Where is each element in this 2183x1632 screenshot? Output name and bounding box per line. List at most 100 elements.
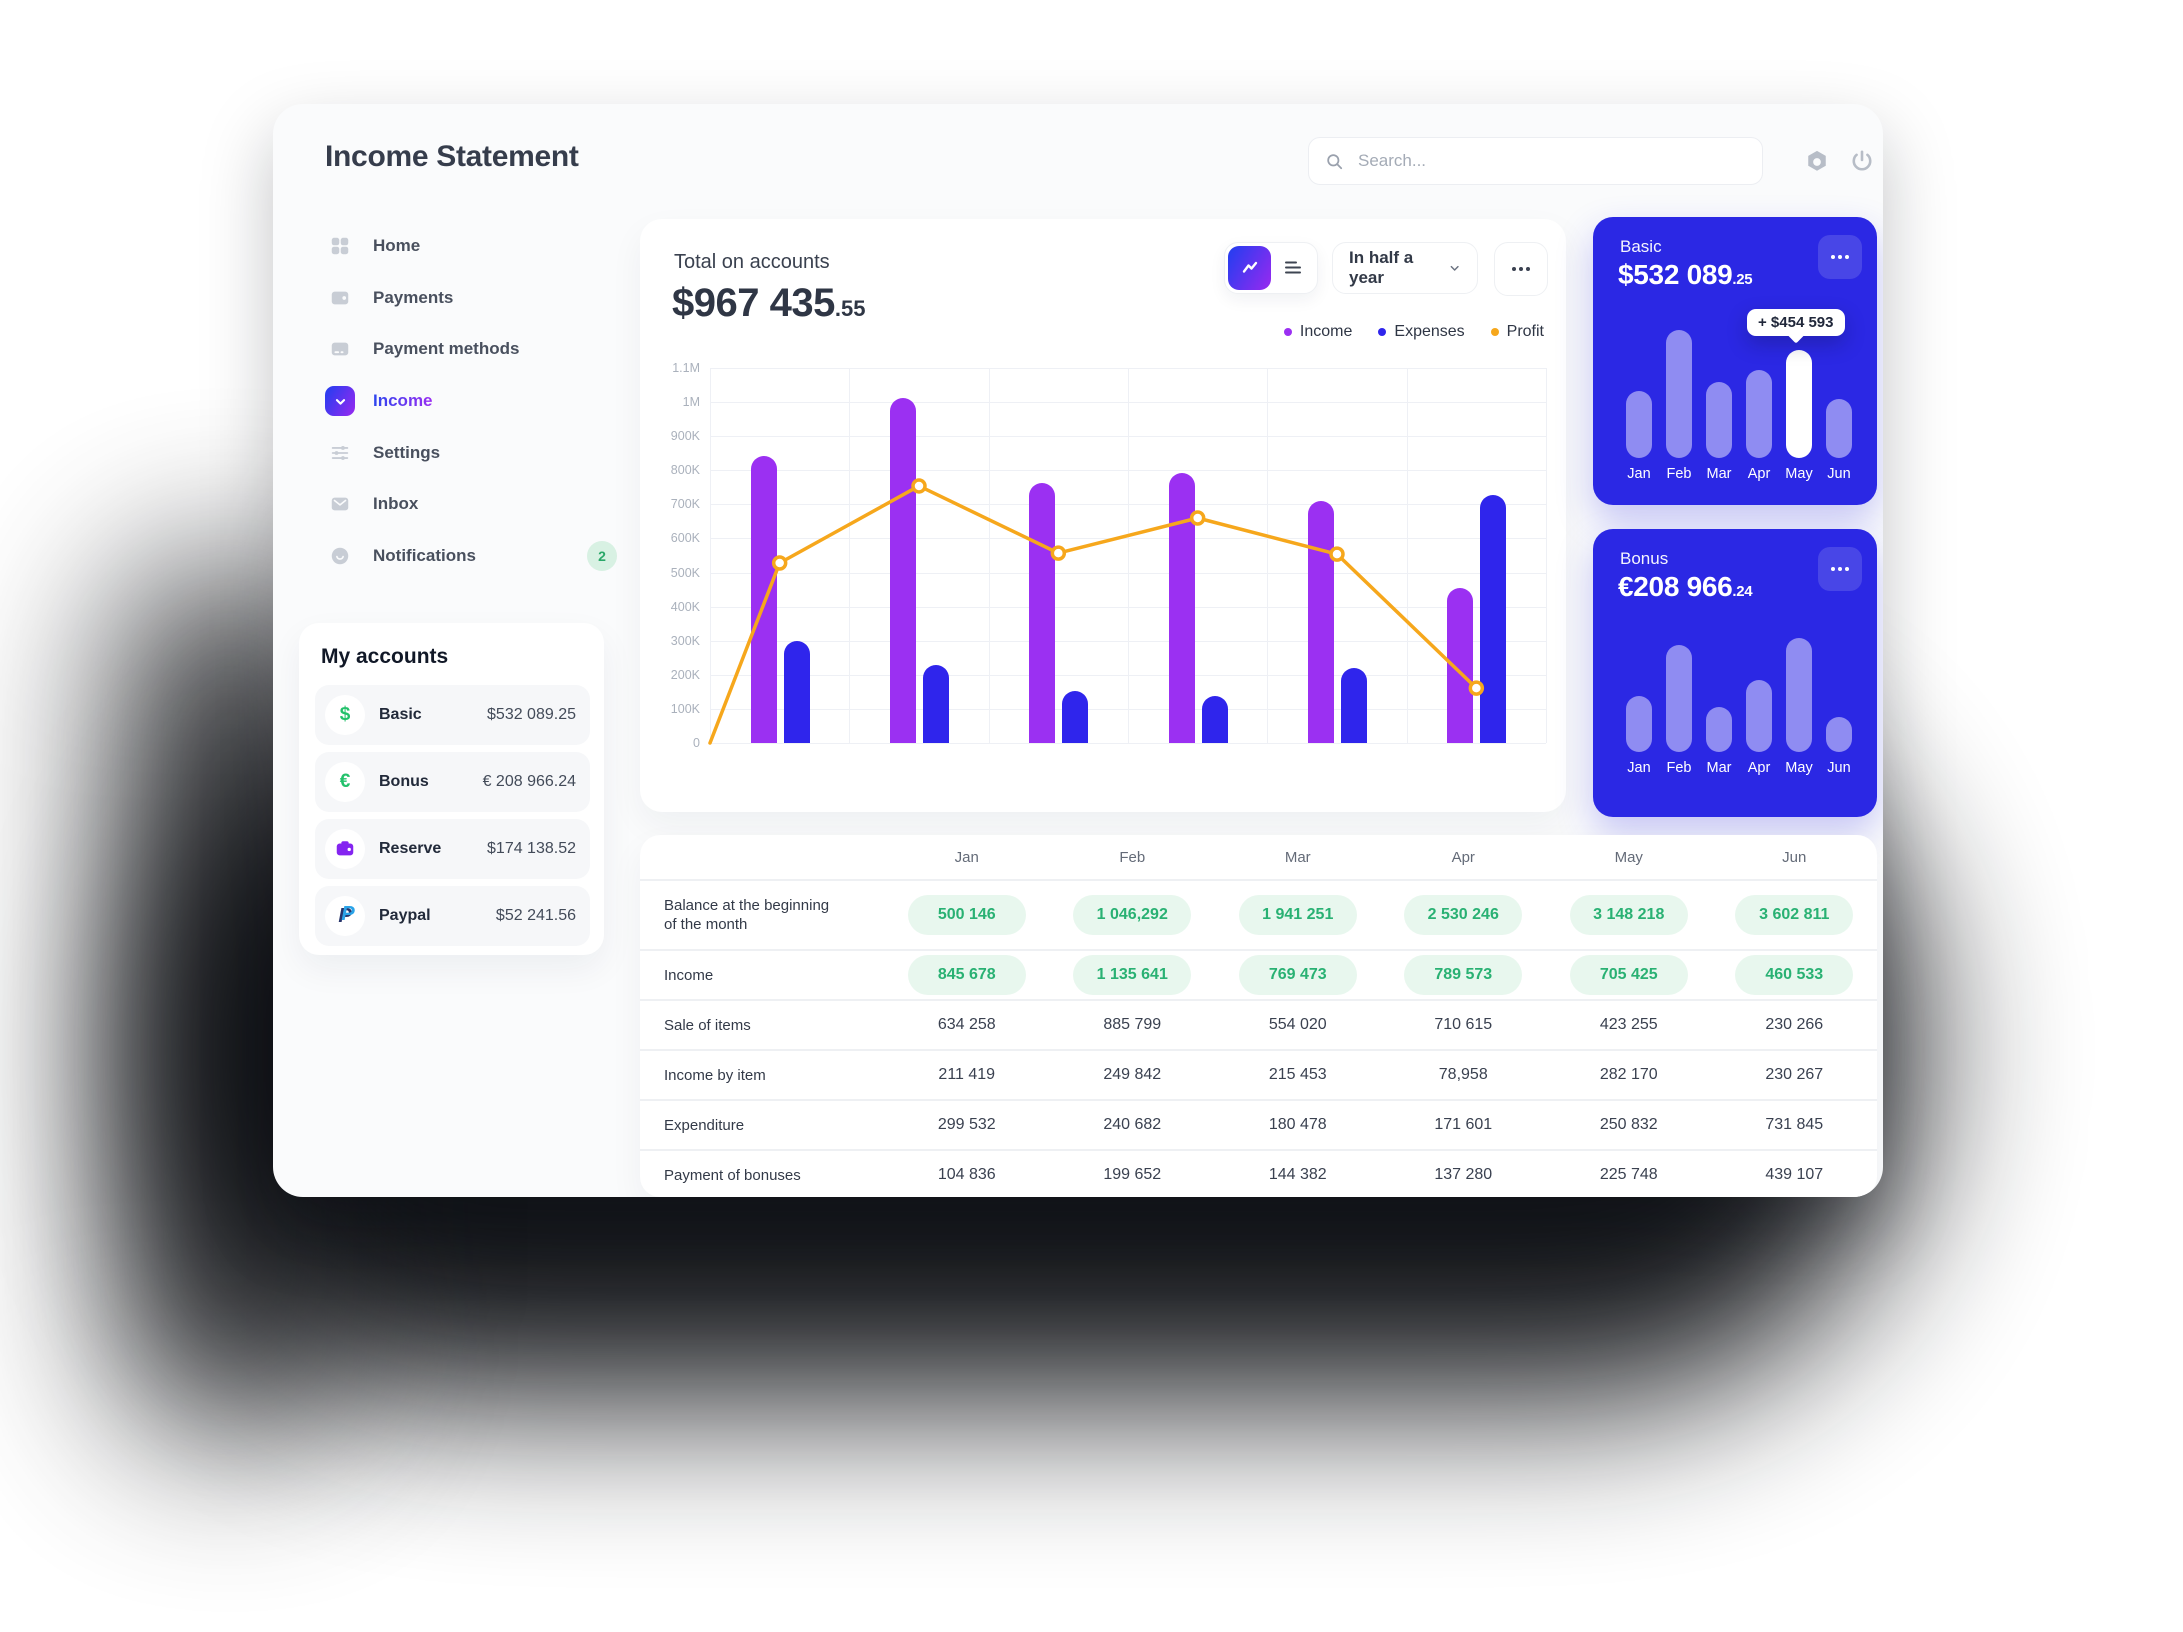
gridline-h bbox=[710, 743, 1546, 744]
table-cell: 731 845 bbox=[1765, 1116, 1824, 1133]
mini-x-label: Jun bbox=[1827, 760, 1851, 776]
mini-card-bonus: Bonus €208 966.24 Jan Feb Mar Apr May Jun bbox=[1593, 529, 1877, 817]
value-chip: 3 602 811 bbox=[1735, 895, 1854, 935]
expenses-bar-jun bbox=[1480, 495, 1507, 743]
dots-icon bbox=[1831, 567, 1835, 571]
gridline-v bbox=[1546, 368, 1547, 743]
y-axis-label: 300K bbox=[670, 633, 700, 648]
legend-label: Expenses bbox=[1394, 323, 1465, 340]
y-axis-label: 900K bbox=[670, 429, 700, 444]
total-amount: $967 435.55 bbox=[672, 281, 866, 325]
sidebar-item-label: Notifications bbox=[373, 546, 476, 565]
table-cell: 199 652 bbox=[1103, 1166, 1162, 1183]
table-cell: 769 473 bbox=[1215, 955, 1381, 995]
table-cell: 240 682 bbox=[1103, 1116, 1162, 1133]
list-view-button[interactable] bbox=[1271, 246, 1314, 290]
table-cell: 249 842 bbox=[1103, 1066, 1162, 1083]
mini-card-title: Bonus bbox=[1620, 549, 1669, 568]
mini-x-label: May bbox=[1785, 466, 1813, 482]
y-axis-label: 600K bbox=[670, 531, 700, 546]
total-amount-cents: .55 bbox=[834, 296, 866, 321]
chart-plot-area: 1.1M 1M 900K 800K 700K 600K 500K 400K 300K 200K 10… bbox=[671, 361, 1547, 911]
table-cell: 215 453 bbox=[1268, 1066, 1327, 1083]
account-name: Paypal bbox=[379, 907, 431, 924]
legend-item-profit: Profit bbox=[1490, 323, 1544, 341]
sidebar-item-settings[interactable]: Settings bbox=[325, 435, 625, 471]
income-bar-jan bbox=[750, 455, 777, 743]
legend-item-income: Income bbox=[1283, 323, 1352, 341]
table-row-label: Income bbox=[664, 966, 714, 984]
mini-bar-jun bbox=[1826, 399, 1852, 458]
dollar-icon: $ bbox=[325, 695, 365, 735]
account-row-bonus[interactable]: € Bonus € 208 966.24 bbox=[315, 752, 590, 812]
table-cell: 1 941 251 bbox=[1215, 895, 1381, 935]
mini-card-more-button[interactable] bbox=[1818, 547, 1862, 591]
value-chip: 705 425 bbox=[1569, 955, 1688, 995]
accounts-list: $ Basic $532 089.25 € Bonus € 208 966.24 Reser… bbox=[315, 685, 590, 946]
income-bar-may bbox=[1308, 500, 1334, 743]
search-input[interactable] bbox=[1356, 150, 1746, 172]
table-cell: 250 832 bbox=[1599, 1116, 1658, 1133]
mini-card-basic: Basic $532 089.25 Jan Feb Mar Apr May Jun + $454… bbox=[1593, 217, 1877, 505]
notifications-icon bbox=[325, 541, 355, 571]
app-window: Income Statement Home Payments Payment met… bbox=[273, 104, 1883, 1197]
chevron-down-icon bbox=[1450, 265, 1459, 271]
mini-bar-feb bbox=[1666, 645, 1692, 752]
account-row-reserve[interactable]: Reserve $174 138.52 bbox=[315, 819, 590, 879]
account-name: Basic bbox=[379, 706, 422, 723]
table-column-header-may: May bbox=[1614, 848, 1643, 866]
account-balance: € 208 966.24 bbox=[482, 773, 576, 790]
value-chip: 845 678 bbox=[907, 955, 1026, 995]
sidebar-item-label: Payment methods bbox=[373, 339, 520, 358]
account-balance: $174 138.52 bbox=[487, 840, 576, 857]
sidebar-item-income[interactable]: Income bbox=[325, 383, 625, 419]
mini-x-label: Apr bbox=[1747, 466, 1771, 482]
legend-label: Profit bbox=[1506, 323, 1544, 340]
sidebar-item-notifications[interactable]: Notifications 2 bbox=[325, 538, 625, 574]
mini-bar-chart bbox=[1619, 638, 1852, 752]
sidebar-item-payment-methods[interactable]: Payment methods bbox=[325, 331, 625, 367]
period-dropdown[interactable]: In half a year bbox=[1332, 242, 1478, 294]
power-icon[interactable] bbox=[1849, 148, 1877, 176]
table-column-header-mar: Mar bbox=[1284, 848, 1311, 866]
dots-icon bbox=[1831, 255, 1835, 259]
account-row-paypal[interactable]: P P Paypal $52 241.56 bbox=[315, 886, 590, 946]
table-row: Sale of items 634 258 885 799 554 020 710 61… bbox=[640, 1001, 1877, 1049]
table-cell: 3 602 811 bbox=[1712, 895, 1878, 935]
table-cell: 299 532 bbox=[937, 1116, 996, 1133]
sidebar-item-payments[interactable]: Payments bbox=[325, 280, 625, 316]
mini-x-label: Feb bbox=[1666, 760, 1692, 776]
chart-more-button[interactable] bbox=[1494, 242, 1548, 296]
mini-x-label: Mar bbox=[1706, 466, 1732, 482]
sidebar-item-label: Inbox bbox=[373, 494, 419, 513]
profit-point bbox=[1189, 510, 1206, 526]
sidebar-item-inbox[interactable]: Inbox bbox=[325, 486, 625, 522]
list-lines-icon bbox=[1284, 261, 1301, 274]
account-row-basic[interactable]: $ Basic $532 089.25 bbox=[315, 685, 590, 745]
legend-dot bbox=[1283, 328, 1292, 336]
mini-bar-jan bbox=[1626, 696, 1652, 752]
notifications-badge: 2 bbox=[587, 541, 617, 571]
table-column-header-feb: Feb bbox=[1119, 848, 1146, 866]
sidebar-item-home[interactable]: Home bbox=[325, 228, 625, 264]
table-cell: 104 836 bbox=[937, 1166, 996, 1183]
mini-bar-jan bbox=[1626, 391, 1652, 458]
legend-dot bbox=[1378, 328, 1387, 336]
mini-x-label: Jun bbox=[1827, 466, 1851, 482]
mini-card-more-button[interactable] bbox=[1818, 235, 1862, 279]
table-cell: 439 107 bbox=[1765, 1166, 1824, 1183]
gridline-v bbox=[1267, 368, 1269, 743]
y-axis-label: 200K bbox=[670, 667, 700, 682]
sidebar-item-label: Settings bbox=[373, 443, 441, 462]
search-box[interactable] bbox=[1308, 137, 1763, 185]
y-axis-label: 100K bbox=[670, 701, 700, 716]
chart-view-button[interactable] bbox=[1228, 246, 1271, 290]
value-chip: 1 046,292 bbox=[1073, 895, 1192, 935]
table-cell: 137 280 bbox=[1434, 1166, 1493, 1183]
income-bar-mar bbox=[1029, 483, 1056, 743]
page-title: Income Statement bbox=[325, 140, 579, 173]
table-cell: 500 146 bbox=[884, 895, 1050, 935]
table-column-header-apr: Apr bbox=[1451, 848, 1475, 866]
mini-x-label: Jan bbox=[1627, 466, 1651, 482]
settings-nut-icon[interactable] bbox=[1803, 148, 1831, 176]
